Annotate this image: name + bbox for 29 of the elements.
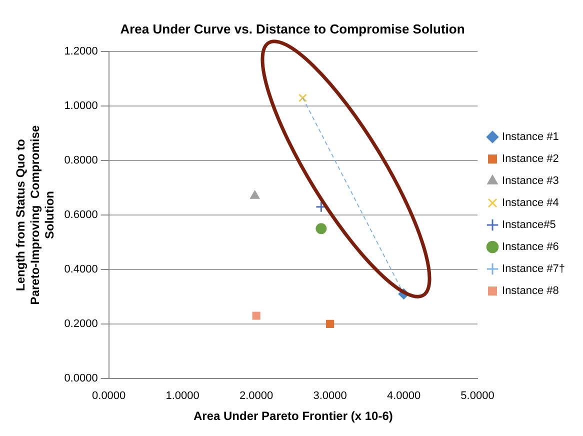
point [250, 190, 260, 199]
x-tick-label: 1.0000 [166, 390, 200, 402]
legend-label: Instance#5 [502, 219, 556, 232]
y-tick-label: 1.0000 [64, 100, 98, 112]
y-tick-label: 0.4000 [64, 264, 98, 276]
legend-label: Instance #2 [502, 153, 559, 166]
x-tick-label: 5.0000 [460, 390, 494, 402]
legend-label: Instance #3 [502, 175, 559, 188]
chart-title: Area Under Curve vs. Distance to Compromise Solution [120, 21, 465, 36]
y-tick-label: 0.6000 [64, 209, 98, 222]
point [326, 320, 334, 328]
x-tick-label: 3.0000 [313, 390, 347, 402]
point [316, 223, 327, 234]
legend-label: Instance #1 [502, 131, 559, 144]
legend-label: Instance #6 [502, 241, 559, 254]
point [298, 94, 308, 102]
x-tick-label: 2.0000 [239, 390, 274, 402]
point [252, 312, 260, 320]
x-axis-title: Area Under Pareto Frontier (x 10-6) [193, 409, 393, 424]
y-axis-title: Length from Status Quo to Pareto-Improving Compromise Solution [14, 125, 56, 305]
y-tick-label: 1.2000 [64, 46, 98, 58]
x-tick-label: 4.0000 [386, 390, 421, 402]
legend-label: Instance #8 [502, 285, 559, 298]
legend-label: Instance #4 [502, 197, 559, 210]
y-tick-label: 0.8000 [64, 154, 98, 167]
y-tick-label: 0.2000 [64, 318, 98, 330]
y-tick-label: 0.0000 [64, 372, 98, 384]
x-tick-label: 0.0000 [92, 390, 126, 402]
legend-label: Instance #7† [502, 263, 566, 276]
